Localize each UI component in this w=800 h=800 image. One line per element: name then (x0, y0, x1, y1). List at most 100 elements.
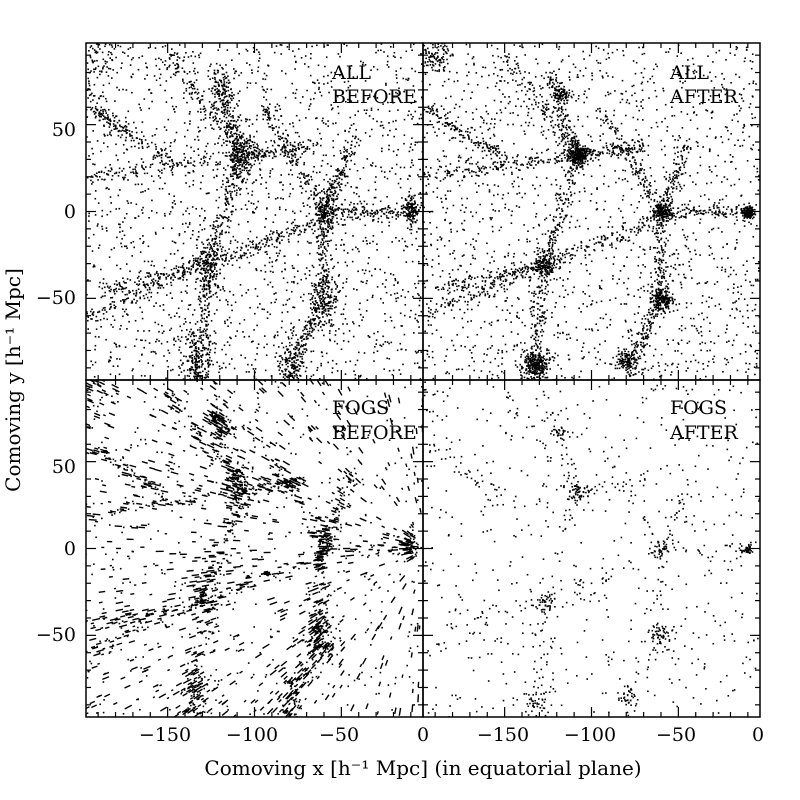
data-point (284, 96, 287, 99)
data-point (204, 269, 206, 272)
data-point (214, 85, 217, 88)
data-point (384, 207, 387, 209)
data-point (341, 239, 343, 241)
data-point (95, 27, 97, 29)
data-point (387, 206, 389, 209)
data-point (284, 361, 287, 363)
data-point (298, 147, 301, 150)
data-point (150, 175, 153, 177)
data-point (337, 193, 339, 196)
data-point (362, 61, 365, 64)
data-point (319, 221, 322, 223)
data-point (230, 166, 232, 168)
data-point (135, 289, 138, 292)
data-point (121, 129, 124, 132)
data-point (110, 323, 112, 326)
data-point (280, 137, 283, 140)
data-point (331, 199, 333, 201)
data-point (331, 215, 333, 218)
data-point (195, 79, 198, 81)
data-point (109, 359, 111, 362)
data-point (226, 136, 229, 139)
data-point (415, 237, 417, 240)
data-point (240, 354, 242, 357)
data-point (345, 281, 348, 283)
data-point (388, 221, 391, 224)
data-point (318, 311, 321, 313)
data-point (297, 377, 300, 380)
data-point (150, 291, 153, 294)
data-point (123, 52, 126, 54)
data-point (116, 71, 118, 74)
data-point (167, 118, 170, 121)
data-point (235, 251, 238, 253)
data-point (209, 266, 212, 269)
data-point (138, 147, 140, 149)
data-point (235, 157, 237, 159)
data-point (309, 334, 311, 337)
data-point (239, 131, 242, 133)
data-point (96, 172, 98, 174)
data-point (418, 326, 420, 328)
data-point (203, 317, 205, 320)
data-point (260, 183, 262, 185)
data-point (297, 338, 299, 341)
data-point (216, 242, 218, 245)
data-point (312, 374, 315, 376)
data-point (227, 303, 229, 306)
data-point (185, 336, 187, 338)
data-point (246, 140, 249, 142)
data-point (323, 197, 325, 199)
data-point (195, 281, 197, 283)
data-point (190, 93, 193, 95)
data-point (107, 116, 109, 118)
data-point (305, 349, 308, 352)
data-point (232, 294, 235, 296)
data-point (116, 127, 118, 130)
data-point (170, 316, 172, 319)
data-point (119, 136, 122, 139)
data-point (248, 173, 250, 176)
data-point (411, 195, 413, 198)
data-point (255, 246, 258, 248)
data-point (202, 118, 205, 121)
data-point (185, 90, 188, 92)
data-point (188, 212, 191, 215)
data-point (334, 208, 336, 211)
data-point (294, 230, 296, 233)
data-point (185, 52, 187, 54)
data-point (216, 88, 218, 90)
data-point (288, 370, 290, 373)
data-point (344, 373, 347, 375)
data-point (224, 90, 227, 92)
data-point (297, 144, 300, 147)
data-point (313, 289, 315, 291)
data-point (315, 236, 318, 238)
data-point (223, 111, 226, 113)
data-point (305, 175, 307, 177)
data-point (173, 195, 175, 197)
data-point (304, 182, 306, 185)
data-point (314, 194, 317, 197)
data-point (291, 144, 294, 147)
data-point (331, 180, 334, 182)
data-point (244, 252, 246, 255)
data-point (285, 356, 287, 359)
data-point (161, 172, 163, 174)
data-point (146, 289, 149, 291)
data-point (288, 351, 290, 353)
data-point (341, 213, 344, 216)
data-point (302, 329, 304, 332)
data-point (140, 109, 142, 111)
data-point (380, 345, 383, 347)
data-point (93, 110, 96, 113)
data-point (266, 150, 268, 153)
data-point (184, 231, 186, 233)
data-point (249, 82, 252, 84)
data-point (273, 51, 276, 54)
data-point (91, 313, 94, 316)
data-point (168, 213, 171, 215)
data-point (98, 111, 101, 113)
data-point (236, 154, 238, 157)
data-point (127, 48, 130, 50)
